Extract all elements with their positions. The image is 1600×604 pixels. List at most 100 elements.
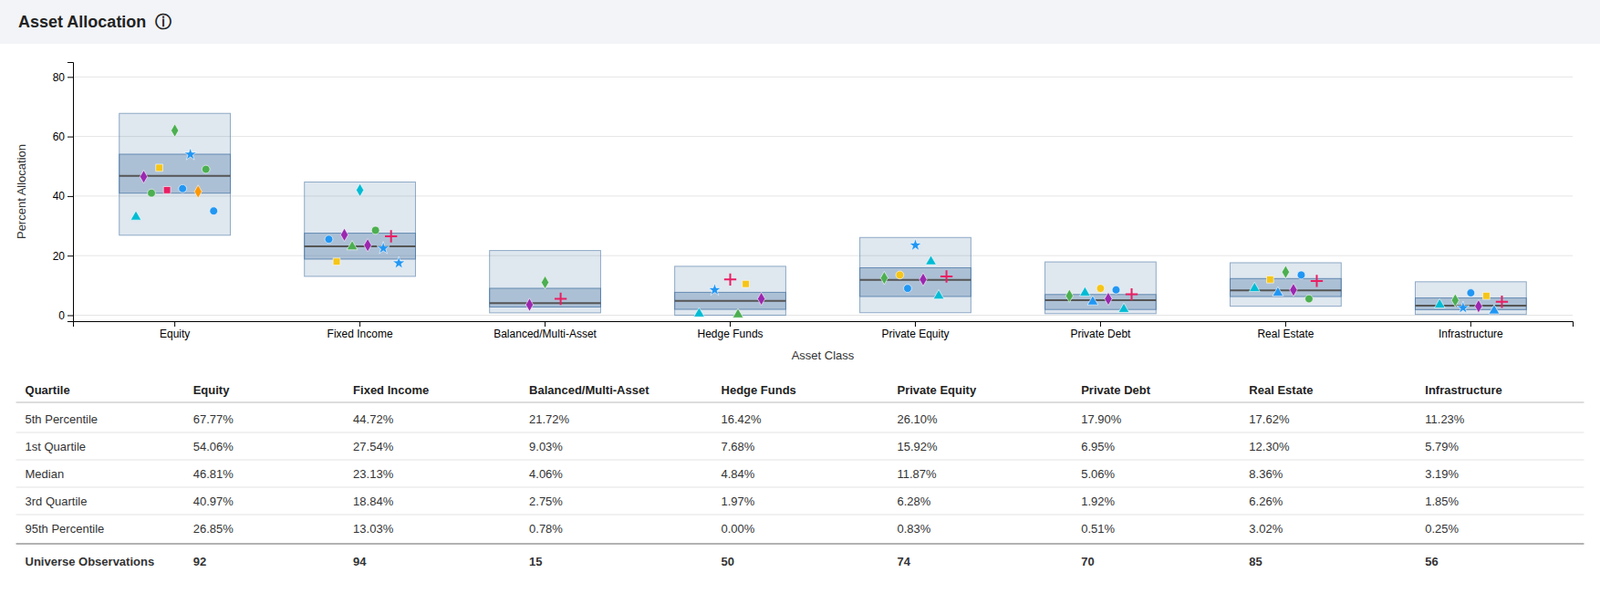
peer-point xyxy=(909,238,923,250)
y-tick: 60 xyxy=(52,130,73,144)
table-cell: Median xyxy=(25,467,65,481)
y-axis-title: Percent Allocation xyxy=(14,144,29,239)
peer-point xyxy=(1125,288,1138,301)
peer-point xyxy=(933,289,945,299)
median-line xyxy=(860,279,972,281)
peer-point xyxy=(1483,291,1491,300)
table-cell: 16.42% xyxy=(721,412,763,426)
x-tick: Private Equity xyxy=(881,321,949,341)
table-cell: 13.03% xyxy=(353,521,395,536)
table-cell: 15 xyxy=(529,554,542,569)
interquartile-box xyxy=(1230,278,1342,297)
box xyxy=(860,237,972,312)
table-cell: 4.84% xyxy=(721,467,756,481)
peer-point xyxy=(355,183,364,197)
peer-point xyxy=(1281,265,1289,279)
peer-point xyxy=(694,307,706,317)
plot-area xyxy=(119,113,1528,318)
peer-point xyxy=(1305,294,1314,303)
y-tick-mark xyxy=(67,136,73,138)
table-cell: 3.19% xyxy=(1424,467,1459,481)
table-header: Quartile xyxy=(25,383,71,397)
x-tick: Fixed Income xyxy=(327,321,394,341)
table-rule xyxy=(16,514,1585,516)
x-tick: Hedge Funds xyxy=(696,321,763,341)
table-header: Hedge Funds xyxy=(721,383,797,397)
peer-point xyxy=(1297,270,1306,280)
table-cell: 0.25% xyxy=(1424,521,1459,536)
table-header: Private Equity xyxy=(896,383,977,397)
peer-point xyxy=(925,255,937,265)
percentile-range xyxy=(304,181,416,276)
table-cell: 70 xyxy=(1080,554,1094,569)
grid-line xyxy=(72,314,1573,316)
table-cell: 8.36% xyxy=(1248,467,1283,481)
y-tick-label: 60 xyxy=(52,130,66,144)
x-tick-mark xyxy=(544,321,546,327)
y-tick-mark xyxy=(67,314,73,316)
table-cell: 6.26% xyxy=(1248,494,1283,509)
peer-point xyxy=(147,188,156,198)
table-cell: 0.00% xyxy=(721,521,756,536)
table-rule xyxy=(16,487,1585,489)
table-cell: 0.78% xyxy=(529,521,563,536)
table-cell: 26.85% xyxy=(193,521,235,536)
table-cell: 7.68% xyxy=(721,439,756,454)
table-cell: 11.87% xyxy=(896,467,937,481)
table-cell: 54.06% xyxy=(193,439,235,454)
table-cell: 3.02% xyxy=(1248,521,1283,536)
peer-point xyxy=(376,241,390,254)
peer-point xyxy=(895,270,904,280)
table-cell: 3rd Quartile xyxy=(25,494,88,509)
x-tick-mark xyxy=(1100,321,1102,327)
table-rule xyxy=(16,459,1585,461)
x-tick-label: Fixed Income xyxy=(327,327,394,341)
table-rule xyxy=(16,542,1585,545)
table-cell: 0.83% xyxy=(896,521,931,536)
peer-point xyxy=(1104,291,1112,305)
x-tick: Real Estate xyxy=(1257,321,1314,341)
grid-line xyxy=(72,195,1573,197)
peer-point xyxy=(742,280,750,288)
percentile-range xyxy=(489,250,602,313)
x-axis-line xyxy=(73,322,1574,328)
peer-point xyxy=(1065,289,1073,302)
peer-point xyxy=(1080,286,1091,296)
x-tick-label: Equity xyxy=(159,327,190,341)
peer-point xyxy=(163,186,171,194)
x-tick-label: Real Estate xyxy=(1257,327,1314,341)
peer-point xyxy=(724,273,737,286)
table-cell: Universe Observations xyxy=(25,554,156,569)
peer-point xyxy=(1475,299,1483,312)
chart: Asset Allocation ⓘ020406080EquityFixed I… xyxy=(0,0,1600,604)
peer-point xyxy=(363,238,372,252)
table-cell: 21.72% xyxy=(529,412,571,426)
y-tick-label: 20 xyxy=(52,249,66,263)
x-tick-label: Private Equity xyxy=(881,327,949,341)
peer-point xyxy=(1248,281,1260,291)
table-cell: 85 xyxy=(1248,554,1262,569)
peer-point xyxy=(324,235,333,244)
x-tick: Private Debt xyxy=(1070,321,1132,341)
peer-point xyxy=(209,207,219,216)
table-cell: 74 xyxy=(896,554,911,569)
table-cell: 56 xyxy=(1424,554,1438,569)
table-header: Private Debt xyxy=(1080,383,1152,397)
table-header: Fixed Income xyxy=(353,383,429,397)
y-tick-label: 80 xyxy=(52,71,66,84)
peer-point xyxy=(371,226,380,235)
grid-line xyxy=(72,255,1573,257)
table-cell: 12.30% xyxy=(1248,439,1290,454)
table-cell: 94 xyxy=(353,554,367,569)
peer-point xyxy=(903,284,913,293)
peer-point xyxy=(184,147,198,160)
x-tick-mark xyxy=(1285,321,1287,327)
grid-line xyxy=(72,76,1573,78)
y-tick: 20 xyxy=(52,249,73,263)
interquartile-box xyxy=(675,291,787,310)
table-cell: 9.03% xyxy=(529,439,563,454)
table-cell: 4.06% xyxy=(529,467,563,481)
table-cell: 95th Percentile xyxy=(25,521,105,536)
peer-point xyxy=(170,124,178,137)
percentile-range xyxy=(675,266,787,316)
